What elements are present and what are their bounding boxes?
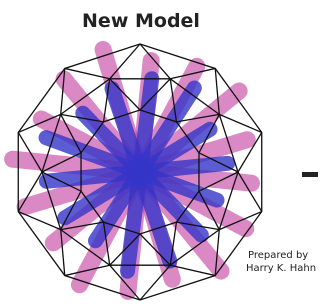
diagram: New Model Prepared by Harry K. Hahn — [0, 0, 321, 306]
dash-mark — [302, 172, 318, 177]
credit-name: Harry K. Hahn — [246, 263, 316, 274]
title: New Model — [82, 10, 200, 32]
spokes — [13, 49, 252, 291]
credit-line: Prepared by — [248, 250, 308, 261]
blue-spoke — [140, 163, 228, 172]
